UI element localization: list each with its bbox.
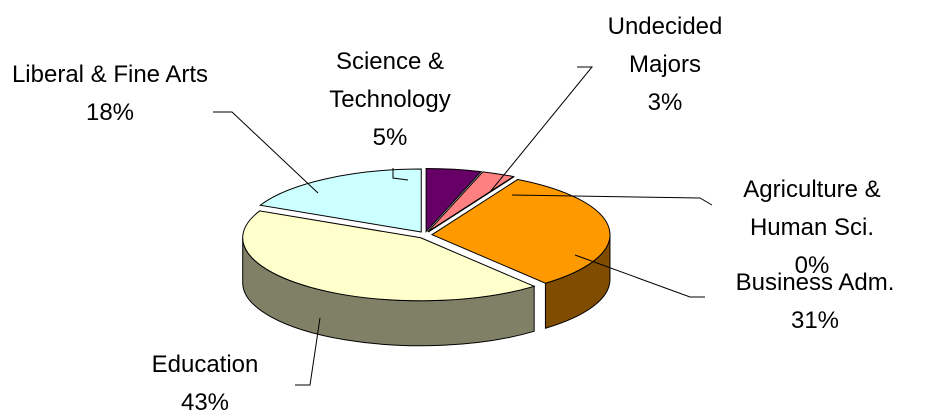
slice-label: Liberal & Fine Arts 18%: [5, 56, 215, 132]
category-label: Education: [151, 351, 259, 378]
slice: [258, 168, 422, 233]
slice: [242, 210, 536, 302]
slice: [425, 168, 483, 233]
slice-label: Agriculture & Human Sci. 0%: [707, 171, 917, 285]
leader-line: [511, 194, 713, 206]
leader-line: [489, 66, 594, 193]
slice: [428, 176, 515, 233]
value-label: 5%: [372, 124, 408, 151]
value-label: 18%: [85, 99, 135, 126]
leader-line: [213, 111, 319, 194]
slice-label: Undecided Majors 3%: [595, 8, 735, 122]
slice-label: Business Adm. 31%: [700, 264, 927, 340]
value-label: 31%: [790, 307, 840, 334]
leader-line: [295, 317, 321, 386]
value-label: 0%: [794, 252, 830, 279]
value-label: 3%: [647, 89, 683, 116]
category-label: Agriculture & Human Sci.: [743, 176, 881, 241]
leader-lines: [213, 66, 713, 386]
leader-line: [392, 168, 409, 181]
category-label: Business Adm.: [735, 269, 895, 296]
slice-label: Education 43%: [125, 346, 285, 417]
leader-line: [574, 254, 705, 298]
category-label: Science & Technology: [329, 48, 451, 113]
slice: [430, 178, 611, 284]
category-label: Undecided Majors: [607, 13, 723, 78]
pie-body: [242, 168, 611, 347]
slice-label: Science & Technology 5%: [305, 43, 475, 157]
category-label: Liberal & Fine Arts: [11, 61, 209, 88]
value-label: 43%: [180, 389, 230, 416]
